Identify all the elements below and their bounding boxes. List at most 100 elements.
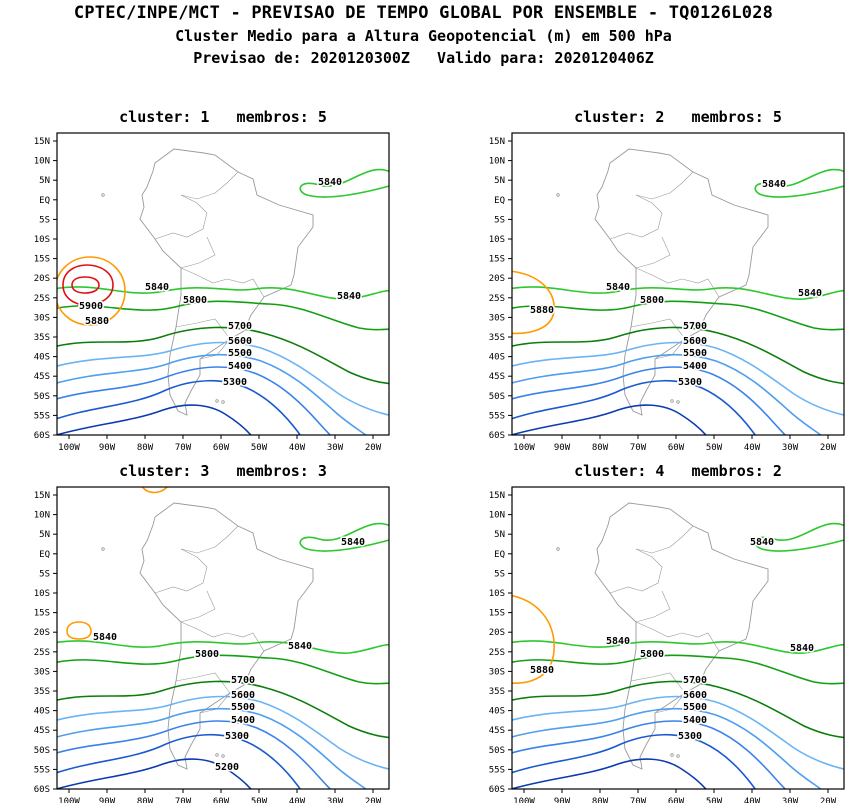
lon-tick-label: 20W [365,443,382,453]
lon-tick-label: 90W [99,443,116,453]
lat-tick-label: EQ [494,550,505,560]
contour-label: 5800 [195,649,219,660]
country-border [609,194,663,240]
map-frame [56,132,390,436]
country-border [635,267,720,298]
lat-tick-label: 55S [34,765,50,775]
contour-label: 5400 [683,361,707,372]
contour-label: 5300 [223,377,247,388]
lon-tick-label: 80W [137,797,154,803]
page-header: CPTEC/INPE/MCT - PREVISAO DE TEMPO GLOBA… [0,3,847,67]
lon-tick-label: 20W [365,797,382,803]
country-border [154,548,208,594]
lon-tick-label: 70W [175,797,192,803]
lat-tick-label: 10S [489,235,505,245]
country-border [175,672,231,694]
contour-label: 5500 [683,348,707,359]
contour-label: 5300 [225,731,249,742]
contour-label: 5840 [606,282,630,293]
lon-tick-label: 100W [58,443,80,453]
lat-tick-label: 60S [34,785,50,795]
country-border [635,525,694,554]
country-border [635,621,720,652]
lat-tick-label: 40S [489,353,505,363]
map-svg: 15N 10N 5N EQ 5S 10S 15S 20S 25S 30S 35S 40S 45S 50S 5… [489,486,845,803]
lat-tick-label: 50S [34,392,50,402]
contour-line [512,640,844,654]
lat-tick-label: 35S [34,333,50,343]
lon-tick-label: 60W [213,443,230,453]
lat-tick-label: 45S [34,372,50,382]
lat-tick-label: 55S [489,765,505,775]
country-border [630,672,686,694]
contour-line-high_5900_inner [71,276,100,294]
lon-tick-label: 100W [58,797,80,803]
map-svg: 15N 10N 5N EQ 5S 10S 15S 20S 25S 30S 35S 40S 45S 50S 5… [34,132,390,453]
lon-tick-label: 50W [706,443,723,453]
island [215,753,219,757]
country-border [180,525,239,554]
contour-label: 5700 [683,675,707,686]
header-title-line3: Previsao de: 2020120300Z Valido para: 20… [193,49,654,67]
contour-line-top_arc_orange [141,487,169,494]
lat-tick-label: 60S [489,785,505,795]
contour-line-small_high_orange [66,621,92,640]
contour-line [57,695,389,770]
contour-line [57,680,389,739]
map-svg: 15N 10N 5N EQ 5S 10S 15S 20S 25S 30S 35S 40S 45S 50S 5… [34,486,390,803]
contour-label: 5600 [683,690,707,701]
lat-tick-label: 15N [34,491,50,501]
contour-line [754,168,844,198]
contour-label: 5600 [228,336,252,347]
country-border [609,548,663,594]
contour-line-high_5900_closed [62,264,114,306]
contour-label: 5400 [683,715,707,726]
lat-tick-label: 30S [34,313,50,323]
lat-tick-label: 60S [489,431,505,441]
lat-tick-label: 10N [489,157,505,167]
lat-tick-label: 30S [489,667,505,677]
contour-line [57,758,252,789]
contour-line [57,640,389,654]
contour-label: 5700 [683,321,707,332]
contour-label: 5600 [683,336,707,347]
lon-tick-label: 80W [592,443,609,453]
contour-label: 5840 [341,537,365,548]
contour-label: 5840 [798,288,822,299]
contour-label: 5840 [750,537,774,548]
contour-line [512,680,844,739]
contour-line [512,300,844,331]
lon-tick-label: 90W [554,443,571,453]
contour-line [57,326,389,385]
header-title-line1: CPTEC/INPE/MCT - PREVISAO DE TEMPO GLOBA… [73,3,774,23]
lon-tick-label: 70W [630,443,647,453]
lon-tick-label: 40W [744,443,761,453]
map-frame [511,132,845,436]
lat-tick-label: 25S [34,294,50,304]
lat-tick-label: 10N [34,511,50,521]
panel-title-cluster-2: cluster: 2 membros: 5 [574,108,782,126]
contour-label: 5800 [183,295,207,306]
lat-tick-label: 45S [489,372,505,382]
lat-tick-label: 10N [489,511,505,521]
country-border [635,590,671,623]
island [101,193,105,197]
contour-line [57,707,368,789]
contour-line [512,353,823,435]
island [676,400,680,404]
lat-tick-label: 15S [489,255,505,265]
lon-tick-label: 60W [668,443,685,453]
contour-label: 5800 [640,295,664,306]
country-border [180,267,265,298]
lat-tick-label: EQ [494,196,505,206]
lon-tick-label: 90W [99,797,116,803]
lat-tick-label: 5N [39,530,50,540]
island [670,399,674,403]
lat-tick-label: 40S [489,707,505,717]
lon-tick-label: 70W [175,443,192,453]
contour-label: 5840 [288,641,312,652]
contour-line [512,286,844,300]
lat-tick-label: 45S [489,726,505,736]
country-border [154,194,208,240]
contour-line [512,758,707,789]
